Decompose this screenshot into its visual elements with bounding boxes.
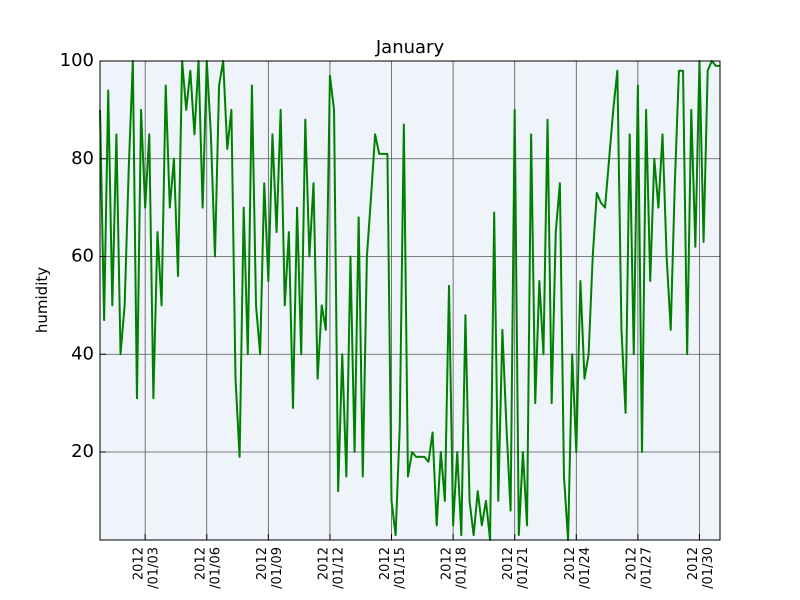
y-tick-label: 20 xyxy=(71,441,94,462)
x-tick-label: 2012/01/27 xyxy=(624,547,654,589)
chart-title: January xyxy=(375,37,445,58)
labels: 20 40 60 80 100 2012/01/03 2012/01/06 2012/01/0… xyxy=(60,50,716,589)
plot-frame xyxy=(99,60,721,541)
y-tick-label: 100 xyxy=(60,50,94,71)
x-tick-label: 2012/01/03 xyxy=(132,547,162,589)
x-tick-label: 2012/01/06 xyxy=(193,547,223,589)
y-axis-label: humidity xyxy=(33,267,51,333)
x-tick-label: 2012/01/15 xyxy=(378,547,408,589)
x-tick-label: 2012/01/30 xyxy=(686,547,716,589)
lines xyxy=(99,60,720,541)
x-tick-label: 2012/01/24 xyxy=(563,547,593,589)
data-line xyxy=(99,60,720,541)
x-tick-label: 2012/01/09 xyxy=(255,547,285,589)
y-tick-label: 60 xyxy=(71,246,94,267)
y-tick-label: 80 xyxy=(71,148,94,169)
x-tick-label: 2012/01/18 xyxy=(440,547,470,589)
x-tick-label: 2012/01/12 xyxy=(316,547,346,589)
x-tick-label: 2012/01/21 xyxy=(501,547,531,589)
y-tick-label: 40 xyxy=(71,343,94,364)
